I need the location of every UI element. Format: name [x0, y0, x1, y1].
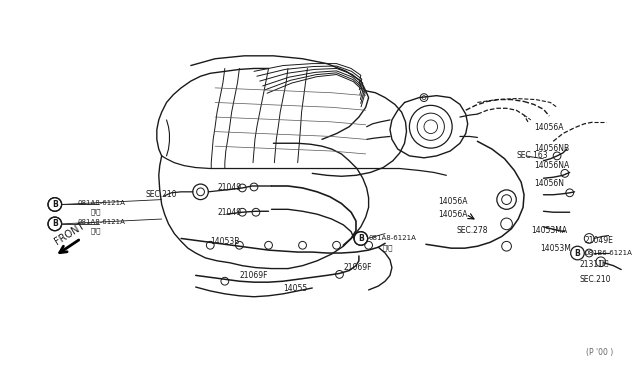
Text: 081A8-6121A: 081A8-6121A [77, 219, 125, 225]
Text: B: B [52, 200, 58, 209]
Text: B: B [575, 248, 580, 257]
Text: SEC.278: SEC.278 [456, 226, 488, 235]
Text: SEC.210: SEC.210 [579, 275, 611, 284]
Text: 「I」: 「I」 [382, 245, 393, 251]
Text: 14056A: 14056A [438, 210, 468, 219]
Text: 「I」: 「I」 [91, 208, 101, 215]
Text: 21069F: 21069F [239, 271, 268, 280]
Text: 14053M: 14053M [541, 244, 572, 253]
Text: B: B [52, 219, 58, 228]
Text: 14053MA: 14053MA [531, 226, 567, 235]
Text: 21049: 21049 [217, 183, 241, 192]
Text: 081A8-6121A: 081A8-6121A [77, 199, 125, 205]
Text: 「I」: 「I」 [91, 227, 101, 234]
Text: 21049: 21049 [217, 208, 241, 217]
Text: 21311: 21311 [579, 260, 604, 269]
Text: 「I」: 「I」 [599, 259, 609, 266]
Text: 14055: 14055 [283, 285, 307, 294]
Text: 14053B: 14053B [211, 237, 239, 246]
Text: 21069F: 21069F [343, 263, 372, 272]
Text: FRONT: FRONT [52, 220, 86, 246]
Text: (P '00 ): (P '00 ) [586, 348, 613, 357]
Text: 081B6-6121A: 081B6-6121A [584, 250, 632, 256]
Text: 14056A: 14056A [438, 197, 468, 206]
Text: 14056A: 14056A [534, 123, 563, 132]
Text: 14056N: 14056N [534, 179, 564, 187]
Text: SEC.210: SEC.210 [145, 190, 177, 199]
Text: B: B [358, 234, 364, 243]
Text: SEC.163: SEC.163 [516, 151, 548, 160]
Text: 14056NB: 14056NB [534, 144, 569, 153]
Text: 081A8-6121A: 081A8-6121A [369, 235, 417, 241]
Text: 14056NA: 14056NA [534, 161, 569, 170]
Text: 21049E: 21049E [584, 236, 613, 245]
